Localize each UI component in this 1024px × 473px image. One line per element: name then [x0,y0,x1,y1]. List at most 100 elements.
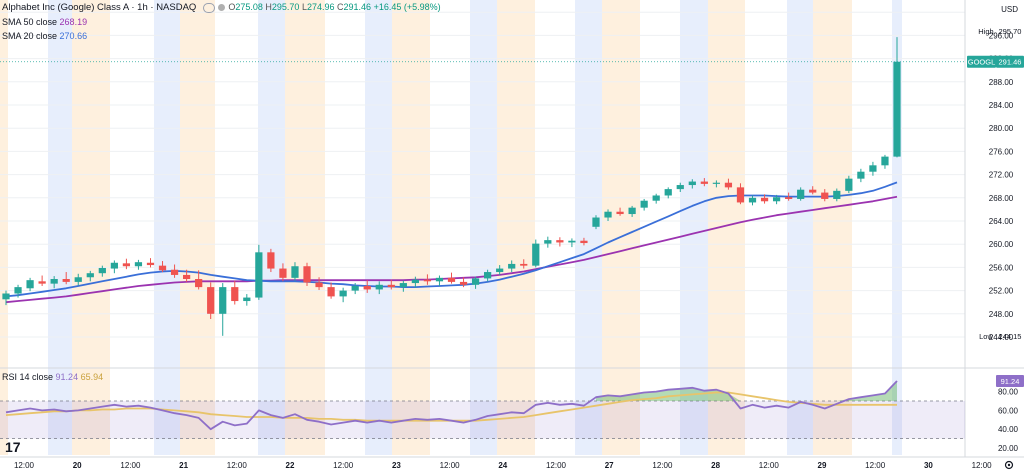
time-axis-label: 22 [286,461,295,470]
candle-body [640,200,648,208]
candle-body [700,181,708,184]
candle [50,276,58,289]
time-axis-label: 12:00 [546,461,567,470]
symbol-title[interactable]: Alphabet Inc (Google) Class A · 1h · NAS… [2,2,197,13]
time-axis-label: 27 [605,461,614,470]
sma20-value: 270.66 [59,31,88,41]
candle-body [797,189,805,199]
price-tick-label: 284.00 [989,101,1014,110]
price-tick-label: 280.00 [989,124,1014,133]
candle [833,188,841,202]
ohlc-open-key: O [228,2,236,12]
sma20-label: SMA 20 close [2,31,58,41]
candle-body [86,273,94,278]
settings-gear-icon[interactable] [1004,460,1014,470]
candle-body [676,185,684,190]
candle [724,178,733,190]
session-band [602,0,640,455]
candle [809,186,817,195]
sma50-legend[interactable]: SMA 50 close 268.19 [2,17,87,27]
candle-body [351,285,359,291]
candle-body [712,182,721,184]
ohlc-open-value: 275.08 [235,2,263,12]
tradingview-logo-icon[interactable]: 17 [5,439,21,455]
session-band [680,0,708,455]
candle [652,193,660,204]
candle [219,283,227,336]
candle-body [845,178,853,191]
candle-body [375,284,383,290]
candle [736,183,745,205]
candle-body [26,280,34,289]
candle-body [279,268,287,278]
candle-body [38,281,46,284]
candle-body [62,279,70,282]
sma20-legend[interactable]: SMA 20 close 270.66 [2,31,87,41]
candle-body [760,197,769,202]
candle [26,277,34,292]
candle [327,282,335,299]
rsi-legend[interactable]: RSI 14 close 91.24 65.94 [2,372,103,382]
candle-body [785,197,793,199]
rsi-line [5,380,898,431]
rsi-label: RSI 14 close [2,372,54,382]
candle-body [604,211,612,218]
candle-body [833,190,841,199]
rsi-last-label: 91.24 [1001,377,1020,386]
ticker-badge-label: GOOGL [968,58,996,67]
candle [496,265,504,275]
session-band [392,0,430,455]
price-tick-label: 296.00 [989,31,1014,40]
price-tick-label: 260.00 [989,240,1014,249]
time-axis-label: 12:00 [652,461,673,470]
price-change: +16.45 (+5.98%) [373,2,441,12]
candle-body [303,266,311,283]
candle-body [231,287,239,302]
session-band [285,0,325,455]
session-band [708,0,745,455]
candle-body [580,240,588,244]
candle [14,284,22,298]
candle-body [435,277,444,282]
candle-body [255,252,263,298]
ohlc-close-value: 291.46 [343,2,372,12]
candle-body [592,217,600,227]
price-tick-label: 244.00 [989,333,1014,342]
sma50-value: 268.19 [59,17,88,27]
session-band [813,0,852,455]
candle [580,237,588,246]
candle [387,279,395,290]
candle-body [857,171,865,179]
candle-body [496,268,504,273]
currency-label[interactable]: USD [1001,5,1018,14]
candle [231,280,239,305]
session-band [365,0,392,455]
candle [303,262,311,286]
time-axis-label: 12:00 [972,461,993,470]
session-band [575,0,602,455]
candle-body [893,61,901,157]
candle-body [339,290,347,297]
visibility-eye-icon[interactable] [202,2,215,13]
candle [508,260,516,273]
candle-body [387,284,395,288]
candle-body [881,156,889,166]
session-band [180,0,215,455]
low-label: Low [979,332,993,341]
time-axis-label: 29 [818,461,827,470]
candle [38,275,46,286]
candle [688,179,696,189]
candle [291,262,299,281]
candle [845,175,853,194]
candle-body [664,189,672,196]
candle-body [327,287,335,297]
time-axis-label: 28 [711,461,720,470]
time-axis-label: 12:00 [14,461,35,470]
candle-body [291,266,299,278]
candle-body [243,297,251,302]
candle-body [146,262,155,266]
candle [676,182,684,192]
candle-body [110,262,118,269]
candle [134,259,143,270]
